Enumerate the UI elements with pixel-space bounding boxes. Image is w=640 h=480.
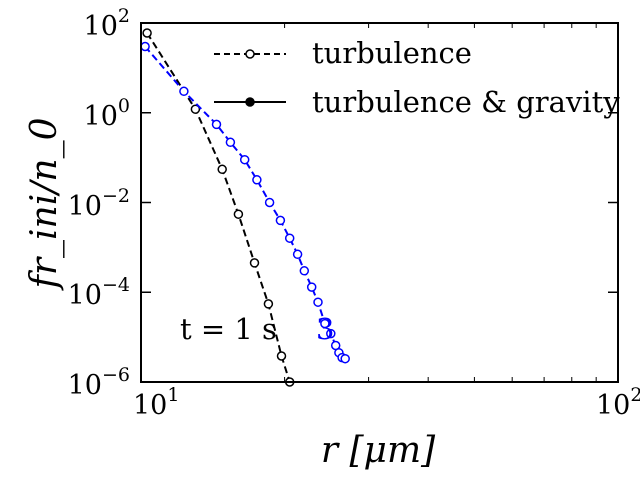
- svg-text:10−4: 10−4: [68, 274, 130, 311]
- series-1-point-9: [292, 249, 303, 260]
- legend: turbulence turbulence & gravity: [214, 36, 620, 119]
- y-tick-label-0.01: 10−2: [68, 185, 130, 222]
- series-1-point-7: [275, 215, 286, 226]
- y-axis-label: fr_ini/n_0: [24, 118, 65, 292]
- series-1-point-5: [252, 175, 262, 185]
- series-1-point-10: [299, 266, 310, 276]
- legend-label-turbulence-gravity: turbulence & gravity: [312, 85, 620, 119]
- y-tick-label-0.0001: 10−4: [68, 274, 130, 311]
- series-1-point-2: [211, 119, 222, 130]
- series-1-point-1: [179, 86, 189, 97]
- series-0-point-1: [190, 104, 201, 114]
- x-tick-label-100: 102: [596, 384, 640, 421]
- svg-text:10−2: 10−2: [68, 185, 130, 222]
- series-1-point-11: [306, 282, 317, 292]
- series-1-point-13: [320, 318, 330, 329]
- legend-label-turbulence: turbulence: [312, 36, 472, 70]
- series-1-point-6: [264, 197, 275, 208]
- series-0-point-0: [142, 28, 152, 38]
- x-axis-label: r [μm]: [321, 430, 436, 471]
- series-line-0: [146, 32, 291, 383]
- series-0-point-3: [233, 209, 244, 219]
- y-tick-label-1e-6: 10−6: [68, 364, 130, 401]
- legend-marker-open-circle: [245, 49, 255, 59]
- ticks-layer: [140, 22, 619, 383]
- series-0-point-5: [263, 299, 274, 309]
- svg-text:100: 100: [84, 95, 130, 132]
- series-0-point-4: [249, 258, 260, 268]
- series-1-point-12: [313, 297, 323, 307]
- series-1-point-18: [340, 353, 350, 364]
- series-1-point-14: [326, 328, 336, 339]
- legend-entry-turbulence-gravity: turbulence & gravity: [214, 85, 620, 119]
- series-layer: [140, 28, 350, 387]
- svg-text:102: 102: [596, 384, 640, 421]
- y-tick-label-1: 100: [84, 95, 130, 132]
- annotation-3: 3: [316, 312, 334, 346]
- series-1-point-8: [284, 233, 295, 243]
- annotation-time: t = 1 s: [180, 312, 277, 346]
- series-1-point-3: [225, 137, 236, 148]
- series-0-point-6: [276, 351, 287, 361]
- y-tick-label-100: 102: [84, 5, 130, 42]
- series-0-point-2: [217, 164, 227, 175]
- svg-text:101: 101: [133, 384, 179, 421]
- x-tick-label-10: 101: [133, 384, 179, 421]
- legend-marker-filled-circle: [245, 97, 255, 107]
- svg-text:10−6: 10−6: [68, 364, 130, 401]
- series-1-point-0: [140, 41, 150, 52]
- series-1-point-4: [239, 154, 250, 165]
- svg-text:102: 102: [84, 5, 130, 42]
- legend-entry-turbulence: turbulence: [214, 36, 472, 70]
